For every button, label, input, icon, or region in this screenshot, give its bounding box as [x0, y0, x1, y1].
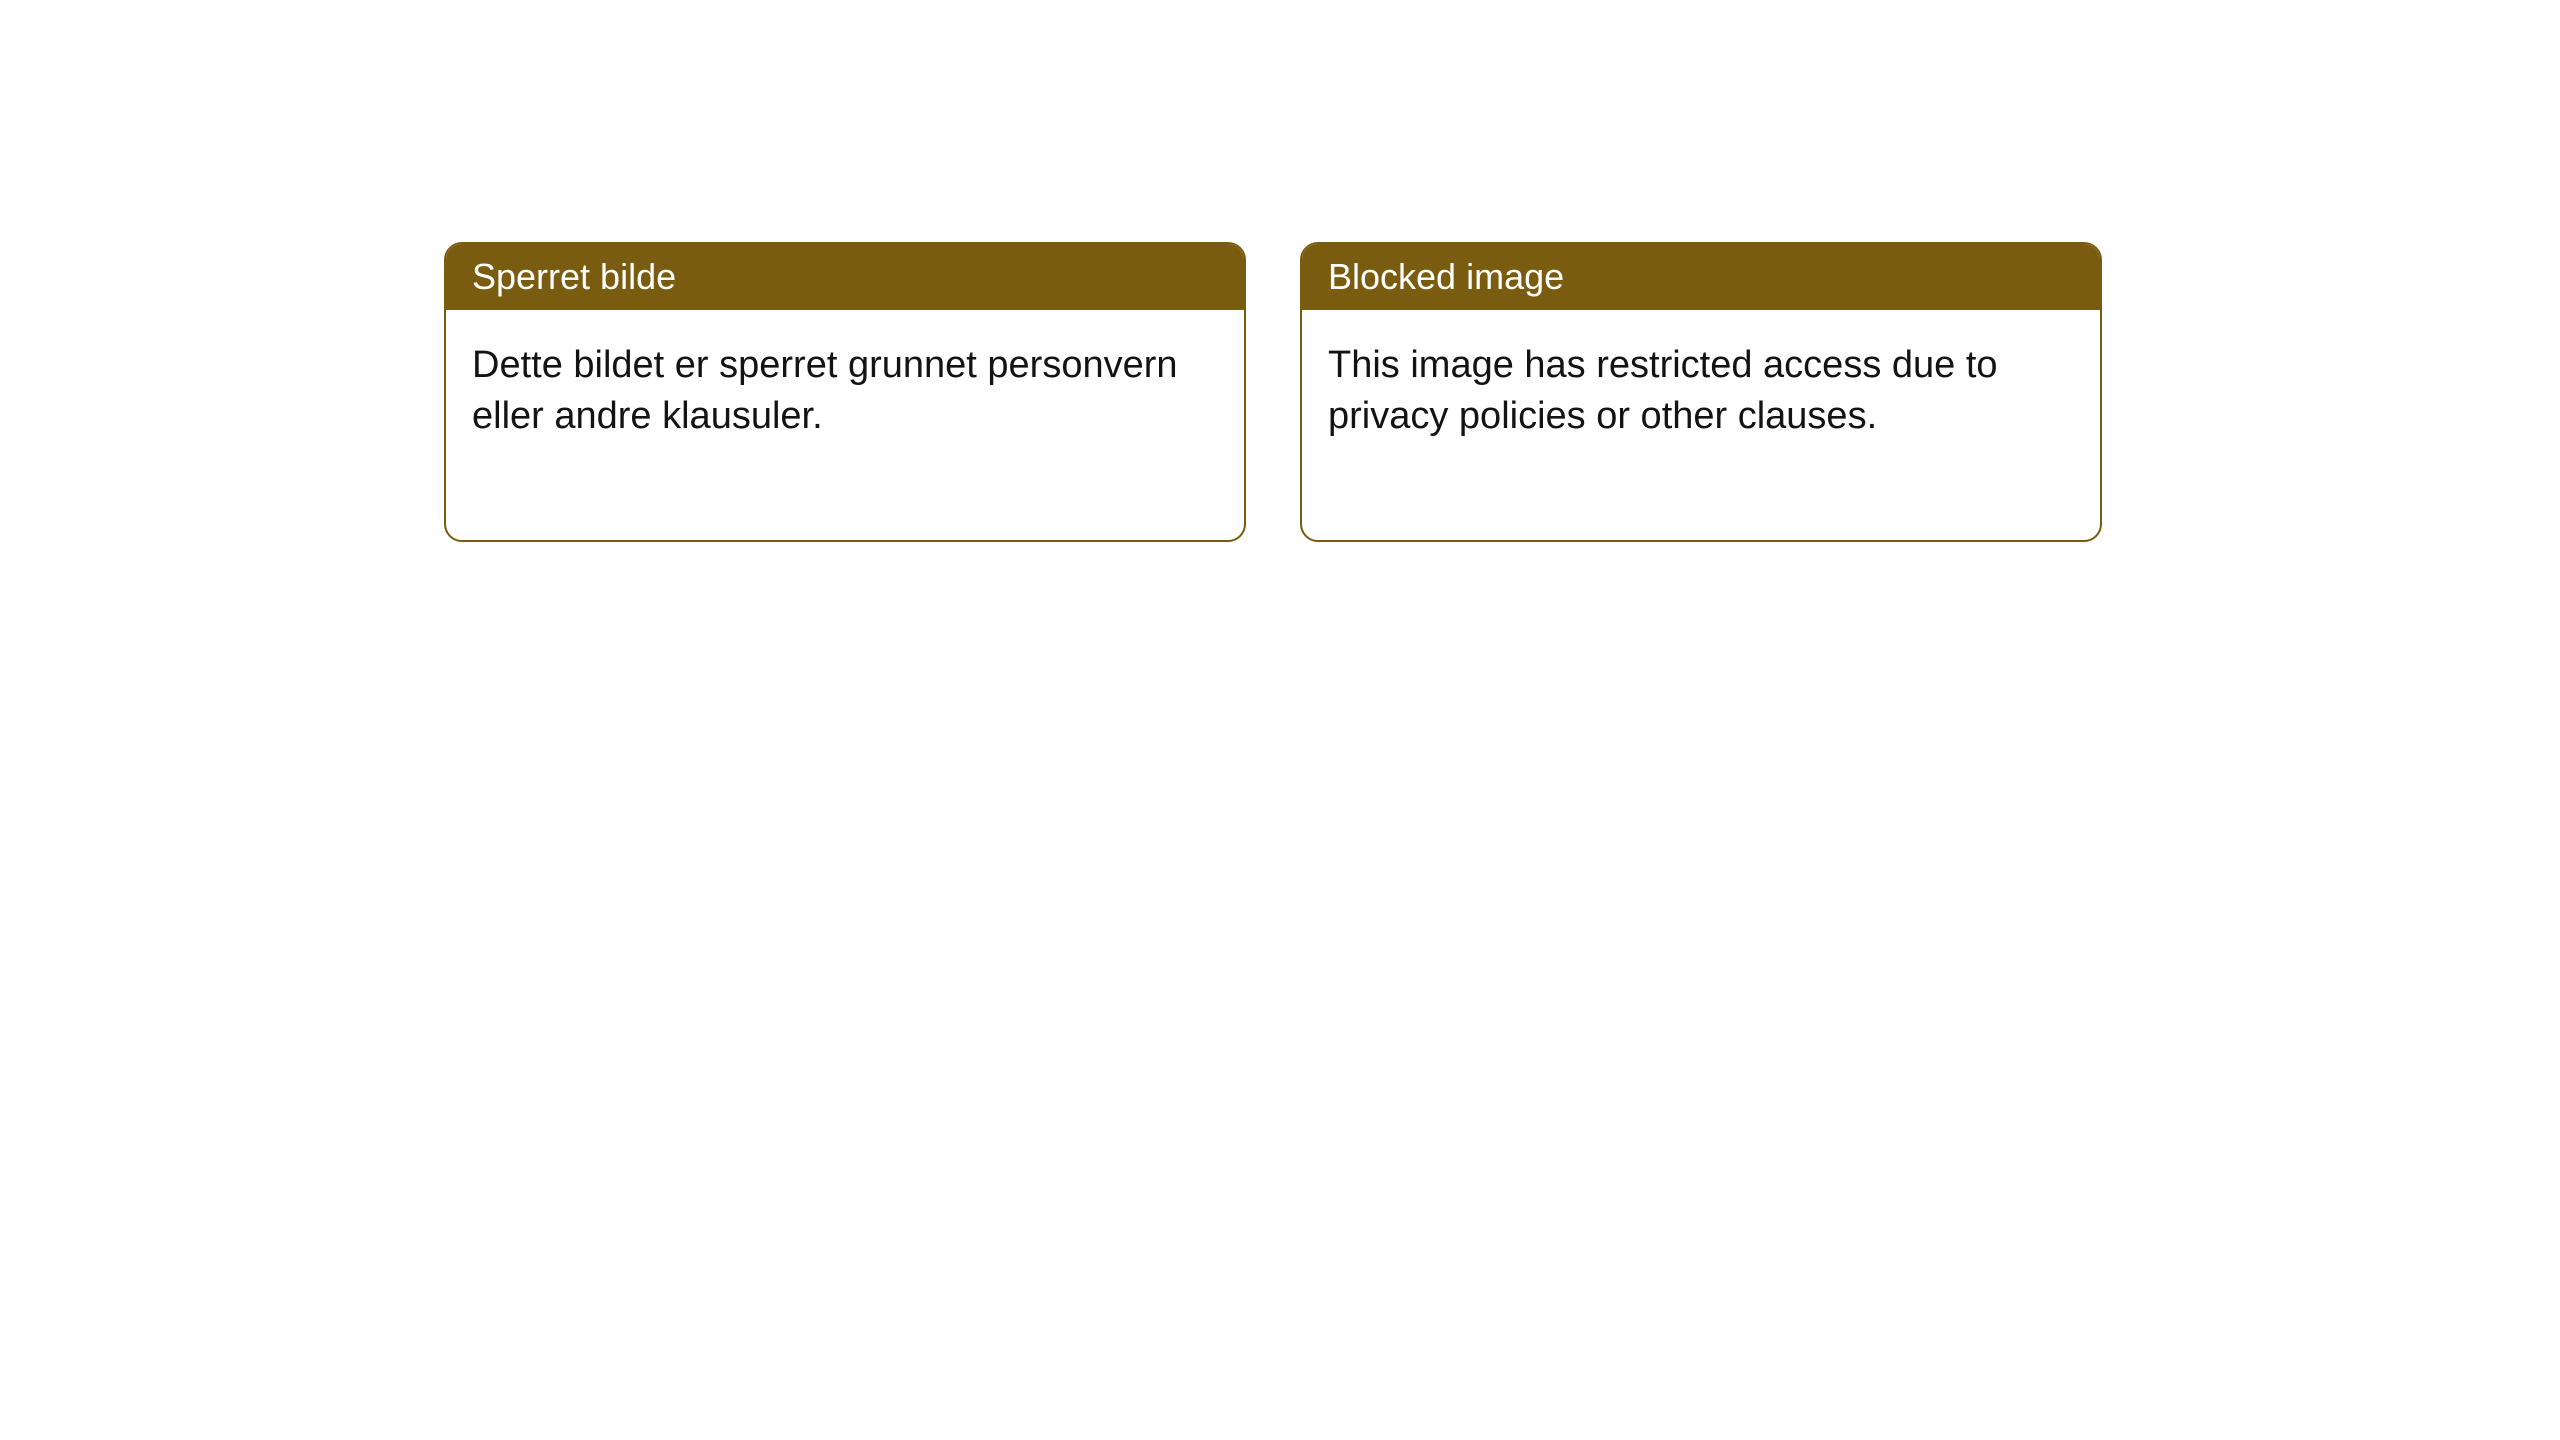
notice-box-norwegian: Sperret bilde Dette bildet er sperret gr… [444, 242, 1246, 542]
notice-container: Sperret bilde Dette bildet er sperret gr… [0, 0, 2560, 542]
notice-header: Blocked image [1302, 244, 2100, 310]
notice-box-english: Blocked image This image has restricted … [1300, 242, 2102, 542]
notice-header: Sperret bilde [446, 244, 1244, 310]
notice-body: Dette bildet er sperret grunnet personve… [446, 310, 1244, 540]
notice-body: This image has restricted access due to … [1302, 310, 2100, 540]
